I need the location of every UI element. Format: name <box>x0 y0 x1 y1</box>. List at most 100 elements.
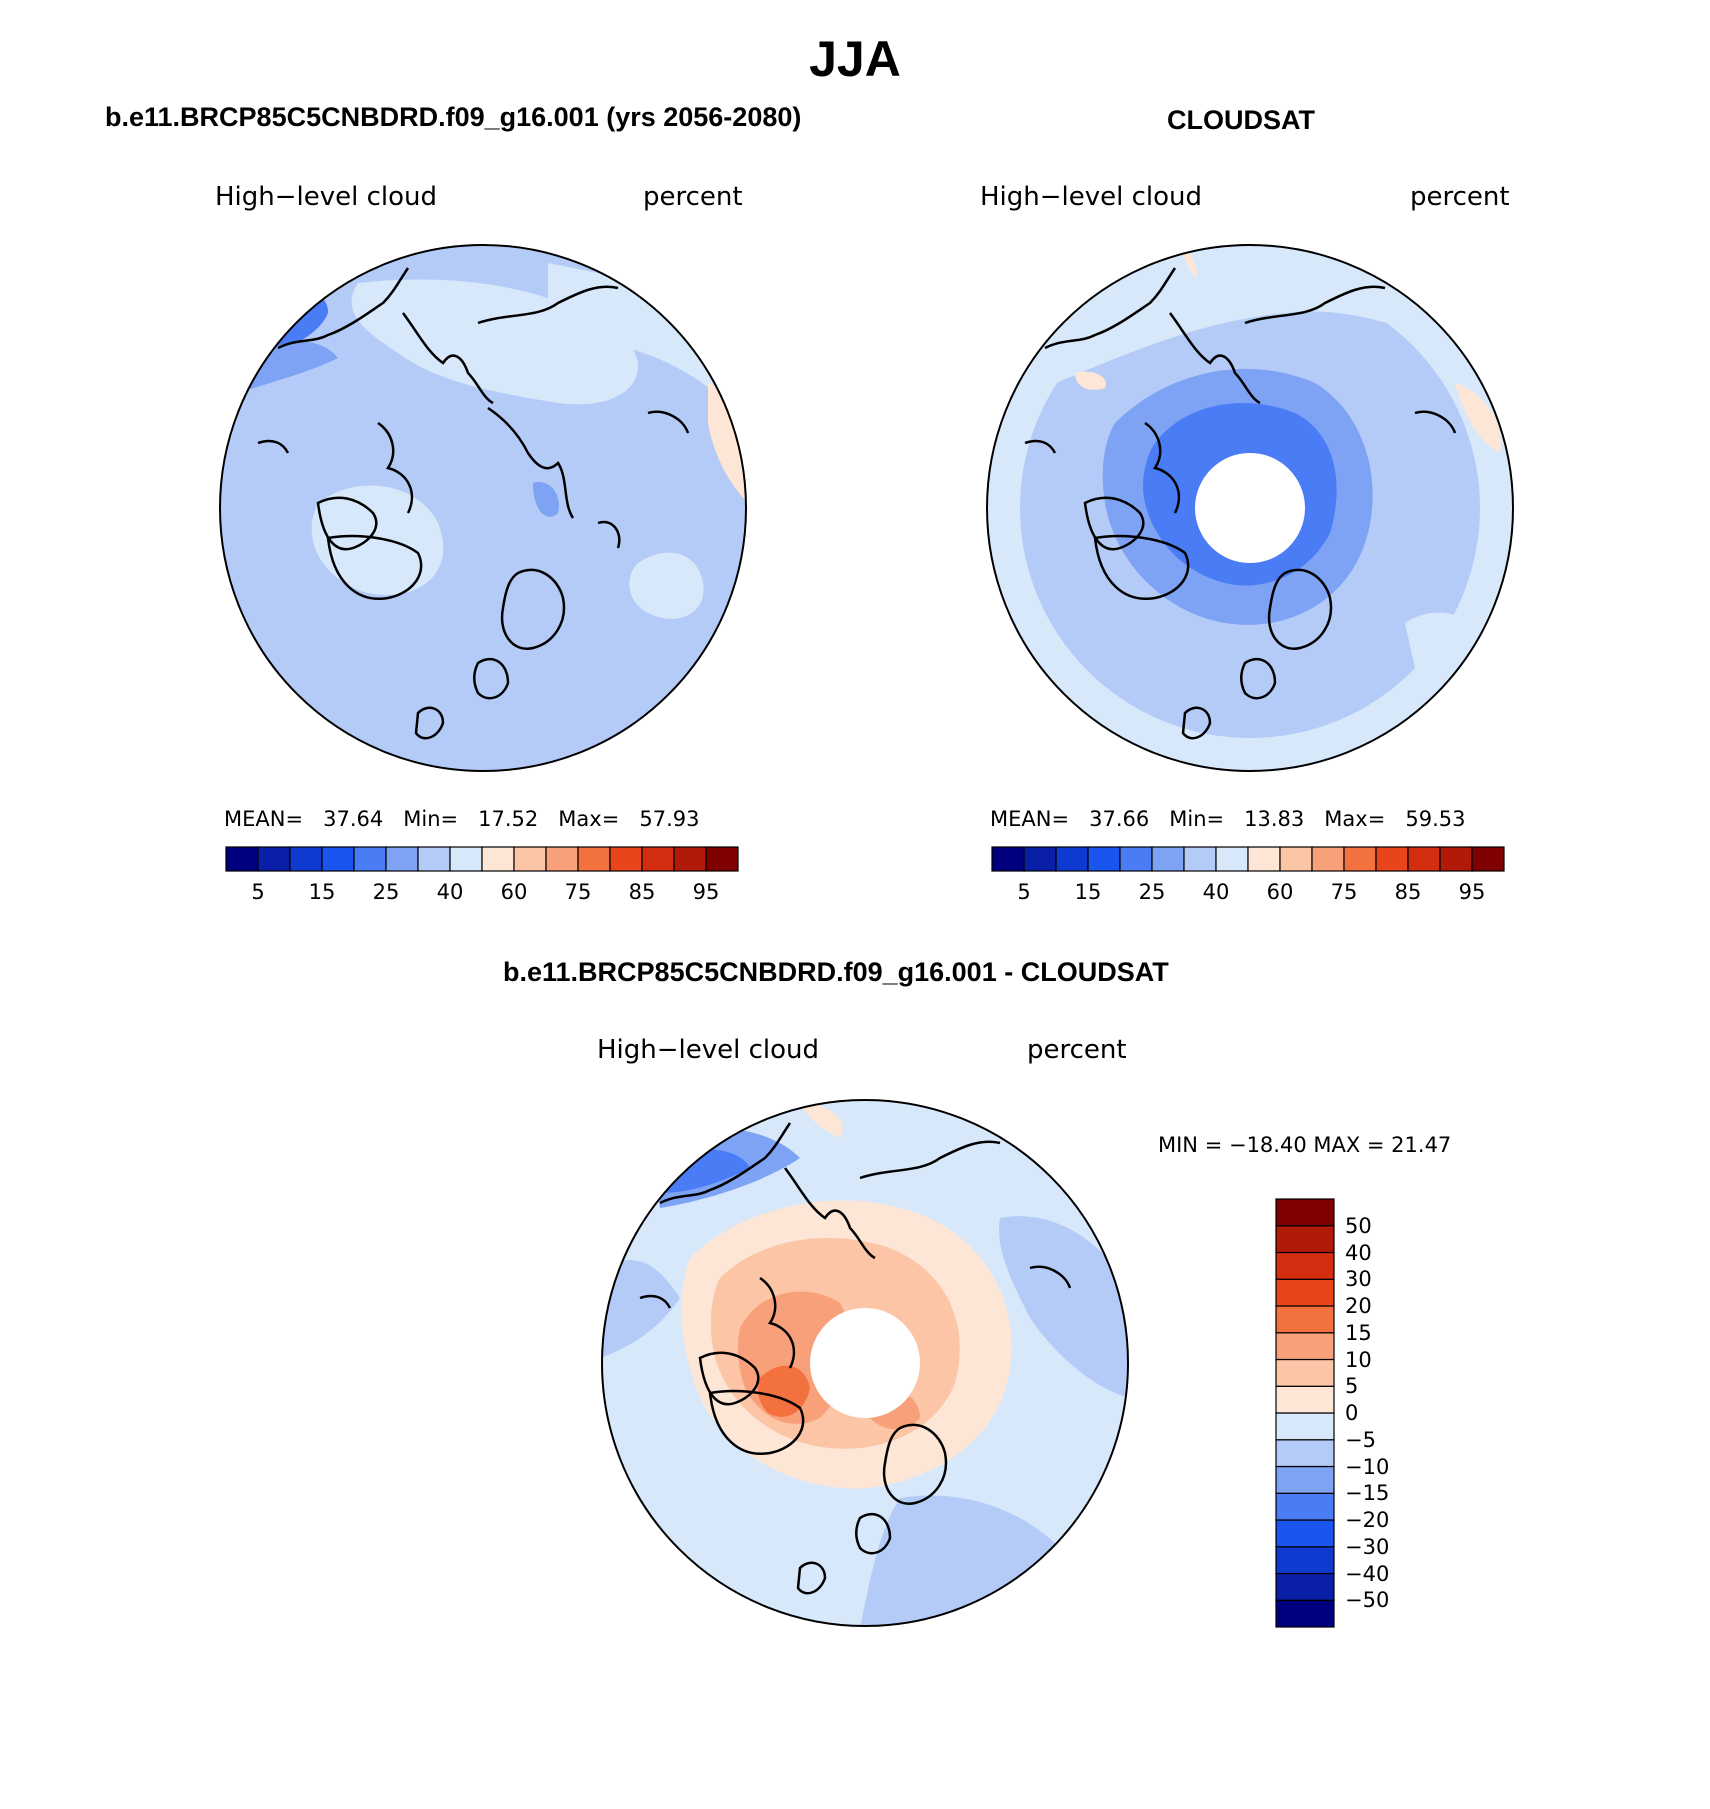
colorbar-tick-label: 40 <box>436 880 464 904</box>
colorbar-swatch <box>609 846 643 872</box>
panel-heading-model: b.e11.BRCP85C5CNBDRD.f09_g16.001 (yrs 20… <box>105 102 802 132</box>
colorbar-swatch <box>321 846 355 872</box>
colorbar-swatch <box>1275 1251 1335 1280</box>
map-fill-light <box>629 552 704 619</box>
minmax-diff: MIN = −18.40 MAX = 21.47 <box>1158 1133 1452 1157</box>
colorbar-swatch <box>289 846 323 872</box>
mean-label: MEAN= <box>224 807 304 831</box>
panel-heading-diff: b.e11.BRCP85C5CNBDRD.f09_g16.001 - CLOUD… <box>503 957 1169 987</box>
variable-label-model: High−level cloud <box>215 182 438 212</box>
colorbar-swatch <box>1471 846 1505 872</box>
stats-row-model: MEAN= 37.64 Min= 17.52 Max= 57.93 <box>224 807 699 831</box>
coastlines <box>1024 267 1457 740</box>
colorbar-swatch <box>577 846 611 872</box>
polar-map-obs <box>986 244 1514 772</box>
colorbar-swatch <box>1183 846 1217 872</box>
colorbar-tick-label: −50 <box>1345 1588 1390 1613</box>
colorbar-tick-label: 10 <box>1345 1347 1372 1372</box>
map-fill-mid <box>533 482 559 517</box>
colorbar-model <box>225 846 739 872</box>
colorbar-swatch <box>513 846 547 872</box>
colorbar-swatch <box>417 846 451 872</box>
colorbar-tick-label: 30 <box>1345 1267 1372 1292</box>
map-fill-cool <box>860 1495 1060 1626</box>
colorbar-tick-label: 40 <box>1345 1240 1372 1265</box>
colorbar-tick-label: −5 <box>1345 1427 1376 1452</box>
colorbar-swatch <box>1275 1332 1335 1361</box>
colorbar-swatch <box>1275 1492 1335 1521</box>
units-label-model: percent <box>643 182 743 212</box>
colorbar-diff <box>1275 1198 1335 1628</box>
colorbar-tick-label: −15 <box>1345 1481 1390 1506</box>
polar-hole <box>810 1308 920 1418</box>
colorbar-tick-label: 40 <box>1202 880 1230 904</box>
map-fill-warm <box>1075 371 1106 390</box>
colorbar-tick-label: −10 <box>1345 1454 1390 1479</box>
colorbar-swatch <box>257 846 291 872</box>
colorbar-swatch <box>1275 1305 1335 1334</box>
colorbar-tick-label: −40 <box>1345 1561 1390 1586</box>
colorbar-swatch <box>1407 846 1441 872</box>
colorbar-tick-label: 25 <box>1138 880 1166 904</box>
colorbar-swatch <box>991 846 1025 872</box>
colorbar-obs <box>991 846 1505 872</box>
colorbar-tick-label: 95 <box>1458 880 1486 904</box>
colorbar-swatch <box>1375 846 1409 872</box>
colorbar-swatch <box>705 846 739 872</box>
map-fill-light <box>1405 612 1480 675</box>
colorbar-tick-label: 15 <box>1345 1320 1372 1345</box>
colorbar-swatch <box>385 846 419 872</box>
stats-row-obs: MEAN= 37.66 Min= 13.83 Max= 59.53 <box>990 807 1465 831</box>
panel-heading-obs: CLOUDSAT <box>1167 105 1315 135</box>
map-fill-warm <box>1455 383 1501 453</box>
colorbar-swatch <box>673 846 707 872</box>
colorbar-tick-label: −20 <box>1345 1508 1390 1532</box>
colorbar-tick-label: 75 <box>1330 880 1358 904</box>
colorbar-swatch <box>1311 846 1345 872</box>
colorbar-swatch <box>1275 1599 1335 1628</box>
colorbar-swatch <box>1275 1198 1335 1227</box>
colorbar-swatch <box>449 846 483 872</box>
min-label: Min= <box>403 807 459 831</box>
colorbar-swatch <box>1275 1465 1335 1494</box>
units-label-diff: percent <box>1027 1035 1127 1065</box>
mean-label: MEAN= <box>990 807 1070 831</box>
colorbar-swatch <box>1119 846 1153 872</box>
colorbar-swatch <box>1215 846 1249 872</box>
map-fill-cool <box>999 1216 1128 1398</box>
polar-map-diff <box>601 1099 1129 1627</box>
colorbar-swatch <box>1439 846 1473 872</box>
colorbar-swatch <box>1275 1572 1335 1601</box>
min-value: 13.83 <box>1244 807 1305 831</box>
colorbar-tick-label: 0 <box>1345 1401 1359 1425</box>
max-label: Max= <box>558 807 620 831</box>
colorbar-tick-label: 85 <box>628 880 656 904</box>
map-fill-warm4 <box>758 1365 810 1417</box>
colorbar-tick-label: 15 <box>1074 880 1102 904</box>
colorbar-swatch <box>225 846 259 872</box>
polar-map-model <box>219 244 747 772</box>
min-value: 17.52 <box>478 807 539 831</box>
min-label: Min= <box>1169 807 1225 831</box>
colorbar-tick-label: 20 <box>1345 1294 1372 1318</box>
max-label: Max= <box>1324 807 1386 831</box>
colorbar-swatch <box>545 846 579 872</box>
map-fill-light <box>311 485 444 595</box>
colorbar-swatch <box>1055 846 1089 872</box>
colorbar-ticks-obs: 5 15 25 40 60 75 85 95 <box>991 880 1505 910</box>
colorbar-swatch <box>1275 1225 1335 1254</box>
map-fill-warm <box>708 383 746 503</box>
colorbar-swatch <box>1275 1439 1335 1468</box>
colorbar-tick-label: 25 <box>372 880 400 904</box>
colorbar-swatch <box>1151 846 1185 872</box>
colorbar-tick-label: 85 <box>1394 880 1422 904</box>
map-fill-light <box>987 245 1513 413</box>
colorbar-tick-label: 60 <box>500 880 528 904</box>
colorbar-tick-label: 15 <box>308 880 336 904</box>
colorbar-swatch <box>481 846 515 872</box>
colorbar-tick-label: 5 <box>1017 880 1031 904</box>
colorbar-swatch <box>1275 1385 1335 1414</box>
colorbar-tick-label: 75 <box>564 880 592 904</box>
units-label-obs: percent <box>1410 182 1510 212</box>
colorbar-swatch <box>1247 846 1281 872</box>
